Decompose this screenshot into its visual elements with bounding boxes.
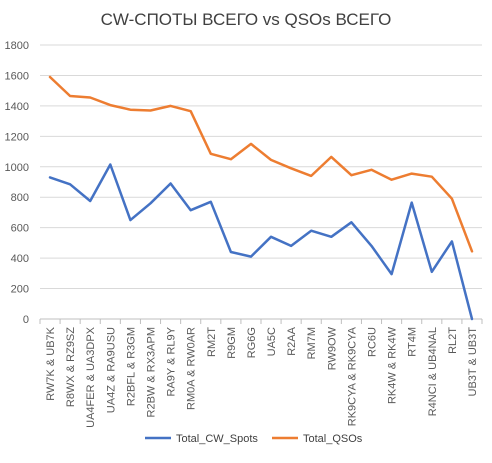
x-tick-label: R9GM (226, 327, 238, 359)
x-tick-label: RK9CYA & RK9CYA (346, 326, 358, 426)
y-tick-label: 1600 (5, 70, 29, 82)
x-tick-label: RM0A & RW0AR (186, 327, 198, 410)
x-tick-label: RK4W & RK4W (387, 326, 399, 404)
y-tick-label: 400 (11, 253, 29, 265)
y-axis-tick-labels: 0 200 400 600 800 1000 1200 1400 1600 1800 (5, 40, 29, 326)
legend-label: Total_CW_Spots (176, 433, 258, 445)
legend-label: Total_QSOs (303, 433, 363, 445)
x-tick-label: UA4FER & UA3DPX (85, 326, 97, 428)
x-tick-label: R2BW & RX3APM (146, 327, 158, 417)
x-tick-label: UB3T & UB3T (467, 327, 479, 397)
x-tick-label: RW9OW (326, 326, 338, 370)
x-tick-label: R2BFL & R3GM (125, 327, 137, 406)
chart-title: CW-СПОТЫ ВСЕГО vs QSOs ВСЕГО (101, 10, 392, 29)
x-tick-label: R4NCI & UB4NAL (427, 327, 439, 416)
x-tick-label: RL2T (447, 327, 459, 354)
x-tick-label: RC6U (367, 327, 379, 357)
y-tick-label: 600 (11, 223, 29, 235)
y-tick-label: 200 (11, 284, 29, 296)
x-tick-label: R2AA (286, 326, 298, 355)
gridlines (40, 44, 482, 290)
y-tick-label: 1800 (5, 40, 29, 52)
x-tick-label: RA9Y & RL9Y (166, 326, 178, 396)
series-lines (48, 75, 474, 321)
x-tick-label: UA4Z & RA9USU (105, 327, 117, 413)
x-axis-tick-labels: RW7K & UB7K R8WX & RZ9SZ UA4FER & UA3DPX UA… (45, 326, 479, 428)
x-tick-label: RM2T (206, 327, 218, 357)
x-tick-label: R8WX & RZ9SZ (65, 327, 77, 407)
x-tick-label: UA5C (266, 327, 278, 356)
y-tick-label: 0 (23, 314, 29, 326)
y-tick-label: 800 (11, 192, 29, 204)
series-line-1 (48, 75, 474, 253)
x-tick-label: RG6G (246, 327, 258, 358)
x-tick-label: RM7M (306, 327, 318, 359)
x-tick-label: RW7K & UB7K (45, 326, 57, 400)
x-axis (39, 318, 483, 324)
legend: Total_CW_Spots Total_QSOs (145, 433, 363, 445)
y-tick-label: 1200 (5, 131, 29, 143)
x-tick-label: RT4M (407, 327, 419, 357)
y-tick-label: 1000 (5, 162, 29, 174)
series-line-0 (48, 163, 474, 321)
y-tick-label: 1400 (5, 101, 29, 113)
